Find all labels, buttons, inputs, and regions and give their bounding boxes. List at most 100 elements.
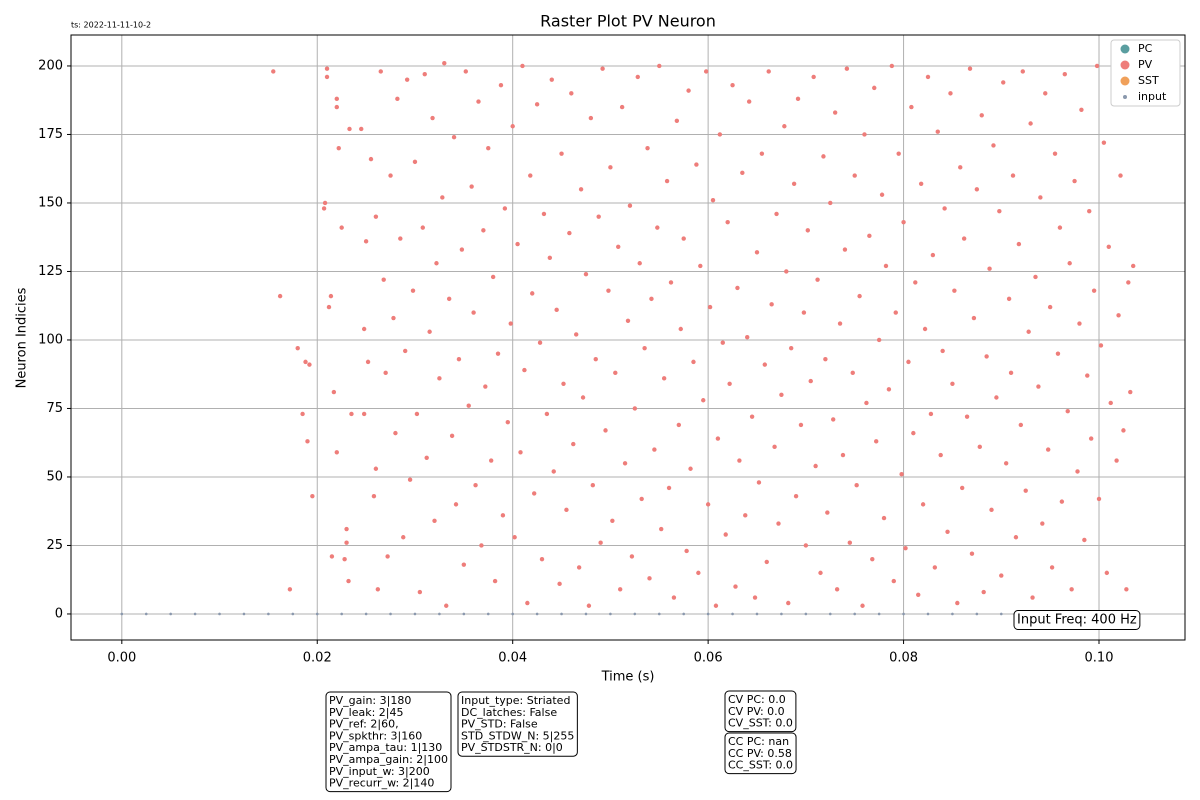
spike-point: [674, 118, 680, 123]
spike-point: [344, 526, 349, 532]
spike-point: [557, 581, 562, 587]
spike-point: [883, 263, 889, 269]
y-tick-label: 50: [46, 469, 63, 484]
spike-point: [1072, 178, 1077, 184]
spike-point: [420, 225, 425, 230]
spike-point: [834, 587, 840, 592]
spike-point: [193, 612, 197, 616]
spike-point: [608, 165, 613, 170]
spike-point: [567, 230, 572, 236]
spike-point: [743, 513, 748, 518]
spike-point: [926, 612, 930, 616]
spike-point: [307, 362, 312, 367]
spike-point: [876, 337, 882, 343]
spike-point: [928, 411, 934, 417]
spike-point: [518, 450, 523, 455]
spike-point: [657, 63, 662, 69]
spike-point: [361, 411, 367, 417]
spike-point: [666, 485, 672, 491]
spike-point: [1016, 241, 1022, 247]
spike-point: [287, 587, 293, 592]
spike-point: [486, 612, 490, 616]
spike-point: [347, 126, 352, 132]
annotation-box: [724, 690, 797, 733]
spike-point: [664, 178, 670, 184]
spike-point: [583, 272, 589, 277]
spike-point: [413, 612, 417, 616]
spike-point: [361, 326, 367, 332]
spike-point: [479, 543, 484, 548]
spike-point: [659, 526, 664, 532]
spike-point: [950, 381, 955, 387]
spike-point: [303, 359, 308, 365]
spike-point: [1088, 436, 1094, 441]
spike-point: [549, 77, 554, 82]
spike-point: [791, 181, 797, 186]
x-axis-label: Time (s): [601, 670, 655, 685]
spike-point: [645, 145, 650, 151]
spike-point: [515, 241, 520, 247]
spike-point: [349, 411, 354, 417]
spike-point: [584, 612, 588, 616]
annotation-line: PV_ampa_tau: 1|130: [329, 741, 442, 754]
annotation-box: [325, 691, 452, 793]
spike-point: [600, 66, 605, 71]
spike-point: [525, 600, 530, 606]
spike-point: [438, 612, 441, 616]
spike-point: [434, 261, 439, 266]
spike-point: [1018, 422, 1024, 428]
spike-point: [837, 321, 843, 326]
spike-point: [625, 318, 631, 323]
spike-point: [960, 485, 965, 491]
spike-point: [801, 310, 807, 315]
spike-point: [860, 603, 865, 608]
annotation-line: CV_SST: 0.0: [728, 717, 793, 730]
spike-point: [481, 228, 486, 233]
spike-point: [639, 496, 644, 502]
spike-point: [1059, 499, 1065, 504]
spike-point: [1108, 400, 1113, 406]
spike-point: [300, 411, 305, 417]
y-tick-label: 75: [46, 401, 63, 416]
spike-point: [1104, 570, 1110, 576]
spike-point: [559, 151, 564, 156]
spike-point: [920, 502, 926, 507]
spike-point: [492, 578, 498, 584]
spike-point: [322, 200, 328, 206]
spike-point: [1052, 151, 1058, 156]
spike-point: [547, 255, 553, 260]
spike-point: [271, 69, 276, 74]
spike-point: [1055, 351, 1061, 356]
spike-point: [1026, 329, 1031, 334]
spike-point: [495, 351, 501, 356]
spike-point: [911, 430, 916, 436]
x-tick-label: 0.08: [889, 651, 918, 666]
spike-point: [388, 173, 393, 178]
spike-point: [295, 345, 300, 351]
spike-point: [935, 129, 940, 134]
spike-point: [512, 535, 517, 540]
spike-point: [881, 515, 887, 521]
spike-point: [703, 69, 709, 74]
spike-point: [1098, 343, 1104, 348]
spike-point: [698, 263, 703, 269]
spike-point: [930, 252, 936, 258]
spike-point: [586, 603, 592, 608]
spike-point: [398, 236, 403, 241]
spike-point: [668, 280, 674, 285]
legend-marker: [1120, 60, 1130, 70]
spike-point: [723, 532, 728, 537]
spike-point: [755, 612, 759, 616]
spike-point: [938, 452, 943, 458]
spike-point: [991, 143, 996, 148]
spike-point: [471, 310, 476, 315]
spike-point: [964, 414, 970, 419]
plot-frame: [70, 34, 1186, 641]
spike-point: [391, 315, 396, 321]
spike-point: [560, 612, 563, 616]
spike-point: [958, 165, 963, 170]
spike-point: [383, 370, 388, 376]
spike-point: [1047, 304, 1053, 310]
